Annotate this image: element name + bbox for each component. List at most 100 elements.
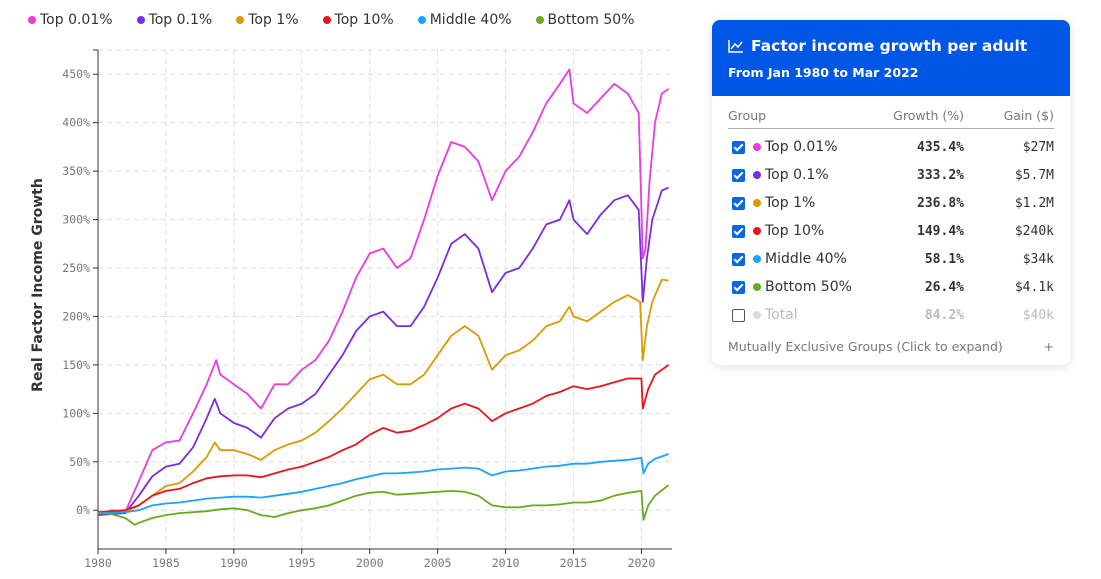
y-axis-label: Real Factor Income Growth [30, 178, 46, 392]
group-dot-icon [753, 283, 761, 291]
x-tick-label: 2015 [560, 556, 588, 570]
header-group: Group [728, 108, 767, 123]
x-tick-label: 2020 [628, 556, 656, 570]
group-label: Bottom 50% [765, 279, 852, 295]
group-label: Top 1% [765, 195, 816, 211]
expand-label: Mutually Exclusive Groups (Click to expa… [728, 339, 1003, 354]
group-dot-icon [753, 171, 761, 179]
growth-value: 333.2% [917, 167, 964, 183]
header-gain: Gain ($) [1003, 108, 1054, 123]
legend-item[interactable]: Bottom 50% [535, 12, 635, 28]
gain-value: $5.7M [1014, 167, 1054, 183]
x-tick-label: 1995 [288, 556, 316, 570]
series-line-middle-40- [97, 453, 669, 514]
x-tick-label: 1980 [84, 556, 112, 570]
growth-value: 58.1% [924, 251, 964, 267]
legend-label: Bottom 50% [547, 12, 635, 28]
growth-value: 84.2% [924, 307, 964, 323]
group-row: Top 0.1% 333.2% $5.7M [728, 161, 1054, 189]
gain-value: $40k [1022, 307, 1054, 323]
gain-value: $1.2M [1014, 195, 1054, 211]
group-checkbox[interactable] [732, 224, 745, 238]
y-tick-label: 400% [62, 116, 90, 130]
line-chart-icon [728, 40, 743, 53]
plus-icon: + [1043, 339, 1054, 354]
group-checkbox[interactable] [732, 308, 745, 322]
legend-dot-icon [236, 16, 245, 24]
legend-item[interactable]: Top 0.1% [136, 12, 213, 28]
series-line-top-10- [97, 364, 670, 514]
group-dot-icon [753, 311, 761, 319]
series-line-top-1- [97, 278, 669, 514]
group-row: Middle 40% 58.1% $34k [728, 245, 1054, 273]
legend-label: Middle 40% [429, 12, 512, 28]
group-row: Bottom 50% 26.4% $4.1k [728, 273, 1054, 301]
panel-subtitle: From Jan 1980 to Mar 2022 [728, 65, 919, 80]
y-tick-label: 200% [62, 309, 90, 323]
group-label: Total [765, 307, 798, 323]
group-dot-icon [753, 255, 761, 263]
group-label: Top 0.1% [765, 167, 829, 183]
legend-dot-icon [136, 16, 145, 24]
line-chart: 0% 50% 100% 150% 200% 250% 300% 350% 400% 450% 198… [30, 49, 672, 570]
panel-title: Factor income growth per adult [751, 37, 1028, 55]
x-tick-label: 2000 [356, 556, 384, 570]
y-tick-label: 250% [62, 261, 90, 275]
expand-groups-toggle[interactable]: Mutually Exclusive Groups (Click to expa… [728, 339, 1054, 354]
group-checkbox[interactable] [732, 140, 745, 154]
growth-value: 435.4% [917, 139, 964, 155]
x-tick-label: 2010 [492, 556, 520, 570]
y-tick-label: 450% [62, 67, 90, 81]
y-tick-label: 350% [62, 164, 90, 178]
group-label: Top 0.01% [765, 139, 838, 155]
growth-value: 236.8% [917, 195, 964, 211]
group-dot-icon [753, 227, 761, 235]
header-growth: Growth (%) [893, 108, 964, 123]
growth-value: 149.4% [917, 223, 964, 239]
group-row: Top 0.01% 435.4% $27M [728, 133, 1054, 161]
group-checkbox[interactable] [732, 280, 745, 294]
panel-header: Factor income growth per adult From Jan … [712, 20, 1070, 96]
legend-dot-icon [535, 16, 544, 24]
y-tick-label: 50% [69, 455, 90, 469]
legend-label: Top 10% [334, 12, 394, 28]
group-row: Top 10% 149.4% $240k [728, 217, 1054, 245]
x-tick-label: 2005 [424, 556, 452, 570]
group-row: Top 1% 236.8% $1.2M [728, 189, 1054, 217]
gain-value: $27M [1022, 139, 1054, 155]
legend-dot-icon [322, 16, 331, 24]
x-tick-label: 1985 [152, 556, 180, 570]
group-dot-icon [753, 143, 761, 151]
group-checkbox[interactable] [732, 252, 745, 266]
legend-label: Top 0.1% [148, 12, 213, 28]
chart-legend: Top 0.01% Top 0.1% Top 1% Top 10% Middle 40%… [28, 12, 658, 28]
summary-panel: Factor income growth per adult From Jan … [712, 20, 1070, 365]
legend-item[interactable]: Middle 40% [417, 12, 512, 28]
y-tick-label: 300% [62, 213, 90, 227]
legend-item[interactable]: Top 10% [322, 12, 394, 28]
group-checkbox[interactable] [732, 196, 745, 210]
group-label: Middle 40% [765, 251, 847, 267]
group-row: Total 84.2% $40k [728, 301, 1054, 329]
table-header: Group Growth (%) Gain ($) [728, 96, 1054, 129]
group-checkbox[interactable] [732, 168, 745, 182]
growth-value: 26.4% [924, 279, 964, 295]
gain-value: $240k [1014, 223, 1054, 239]
legend-label: Top 1% [248, 12, 299, 28]
legend-dot-icon [28, 16, 36, 24]
gain-value: $34k [1022, 251, 1054, 267]
series-line-top-0-01- [97, 68, 670, 516]
y-tick-label: 0% [76, 503, 90, 517]
legend-item[interactable]: Top 0.01% [28, 12, 113, 28]
legend-item[interactable]: Top 1% [236, 12, 299, 28]
y-tick-label: 150% [62, 358, 90, 372]
group-dot-icon [753, 199, 761, 207]
legend-dot-icon [417, 16, 426, 24]
series-line-bottom-50- [97, 484, 670, 526]
group-label: Top 10% [765, 223, 825, 239]
legend-label: Top 0.01% [40, 12, 113, 28]
y-tick-label: 100% [62, 406, 90, 420]
series-line-top-0-1- [97, 186, 669, 516]
gain-value: $4.1k [1014, 279, 1054, 295]
x-tick-label: 1990 [220, 556, 248, 570]
